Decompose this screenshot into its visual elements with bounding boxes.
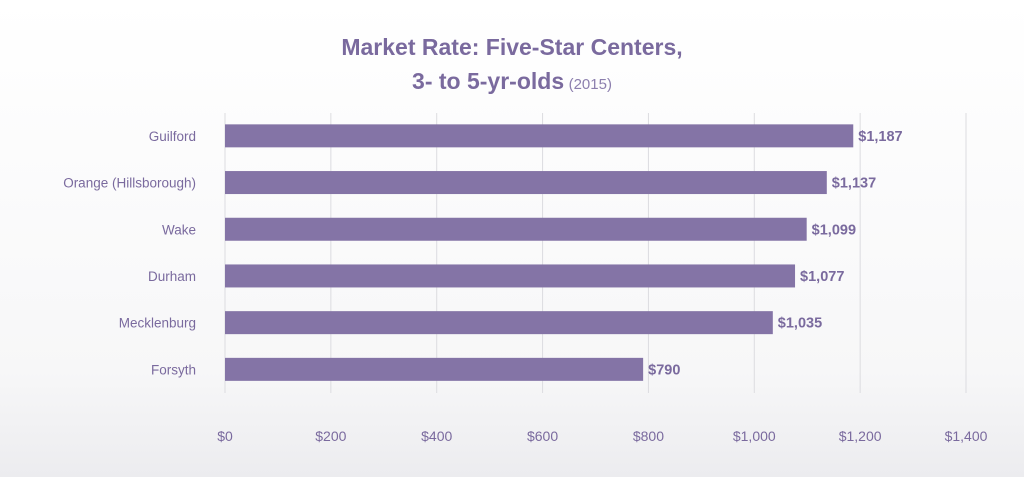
x-tick-label: $200 xyxy=(315,428,346,444)
value-label: $1,137 xyxy=(832,176,876,192)
chart-title-line2: 3- to 5-yr-olds xyxy=(412,68,565,94)
value-label: $790 xyxy=(648,362,680,378)
bar xyxy=(225,264,796,288)
value-label: $1,187 xyxy=(858,129,902,145)
bar xyxy=(225,124,854,148)
category-label: Guilford xyxy=(149,129,196,144)
value-label: $1,077 xyxy=(800,269,844,285)
category-label: Mecklenburg xyxy=(119,316,196,331)
category-label: Forsyth xyxy=(151,362,196,377)
bar xyxy=(225,217,807,241)
x-tick-label: $1,000 xyxy=(733,428,776,444)
x-tick-label: $800 xyxy=(633,428,664,444)
chart-title-year: (2015) xyxy=(568,76,612,93)
bar xyxy=(225,171,827,195)
chart-title: Market Rate: Five-Star Centers, 3- to 5-… xyxy=(0,30,1024,102)
x-tick-label: $400 xyxy=(421,428,452,444)
x-tick-label: $600 xyxy=(527,428,558,444)
bar xyxy=(225,311,773,335)
category-label: Orange (Hillsborough) xyxy=(63,176,196,191)
value-label: $1,035 xyxy=(778,316,822,332)
x-tick-label: $0 xyxy=(217,428,233,444)
x-tick-label: $1,200 xyxy=(839,428,882,444)
chart-title-line2-wrap: 3- to 5-yr-olds (2015) xyxy=(0,64,1024,102)
category-label: Durham xyxy=(148,269,196,284)
value-label: $1,099 xyxy=(812,222,856,238)
category-label: Wake xyxy=(162,222,196,237)
chart-title-line1: Market Rate: Five-Star Centers, xyxy=(341,34,683,60)
bar xyxy=(225,357,644,381)
x-tick-label: $1,400 xyxy=(945,428,988,444)
